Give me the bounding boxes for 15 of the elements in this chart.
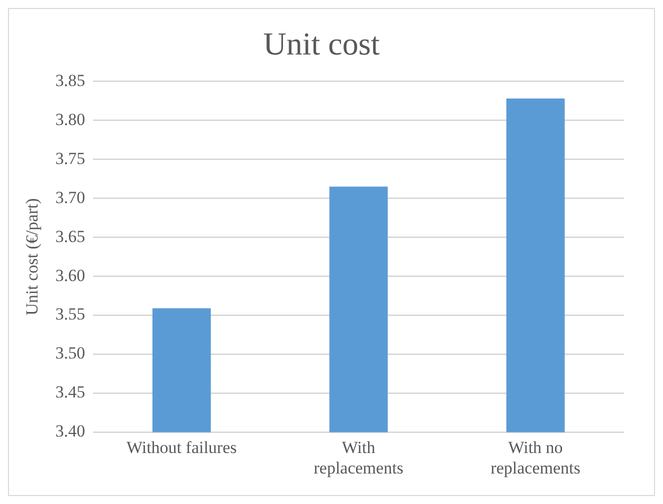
y-tick-label: 3.85: [55, 70, 86, 90]
y-tick-label: 3.80: [55, 110, 86, 129]
x-tick-label: With no replacements: [490, 438, 580, 478]
y-tick-label: 3.40: [55, 422, 86, 441]
y-tick-label: 3.50: [55, 344, 86, 363]
x-tick-label: Without failures: [126, 438, 237, 457]
y-tick-label: 3.70: [55, 188, 86, 207]
y-axis-title: Unit cost (€/part): [22, 198, 42, 316]
y-tick-label: 3.60: [55, 266, 86, 285]
y-tick-label: 3.45: [55, 382, 86, 402]
y-tick-label: 3.75: [55, 148, 86, 168]
y-tick-label: 3.65: [55, 226, 86, 246]
chart-title: Unit cost: [263, 26, 380, 62]
x-tick-label: With replacements: [314, 438, 404, 478]
y-tick-label: 3.55: [55, 304, 86, 324]
